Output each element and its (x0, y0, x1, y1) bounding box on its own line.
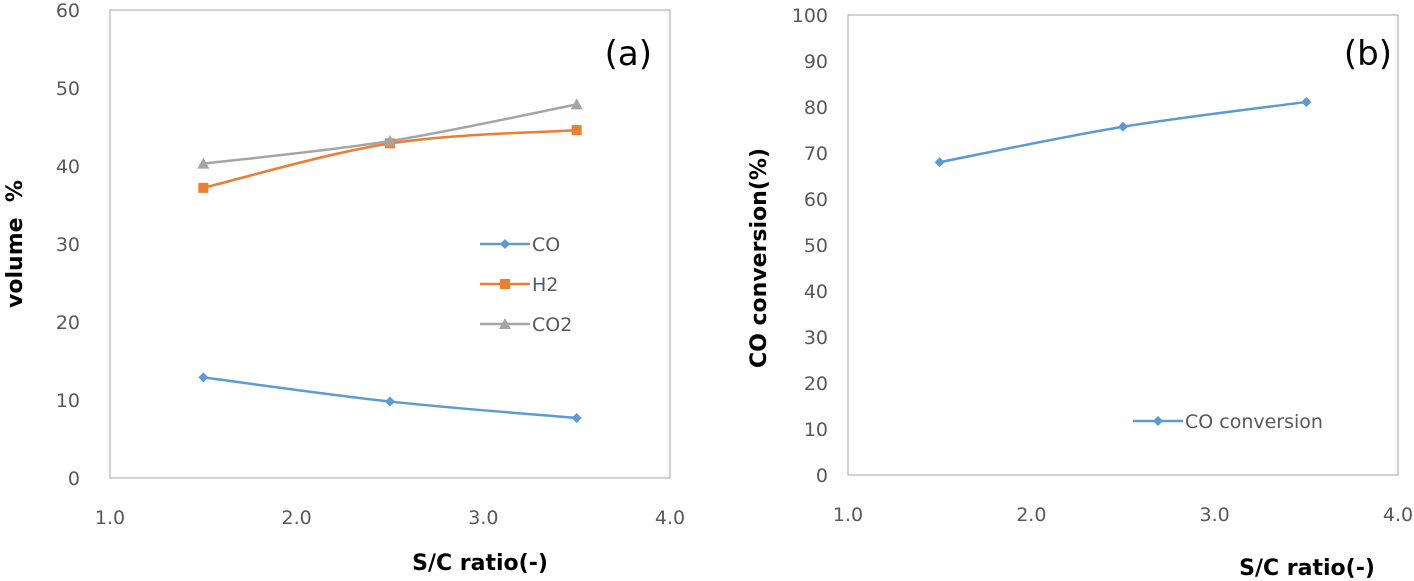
x-tick-label: 3.0 (468, 507, 498, 529)
chart-panel-a: 0 10 20 30 40 50 60 1.0 2.0 3.0 4.0 S/C ratio(-) vol… (3, 0, 685, 576)
data-point-marker (934, 157, 945, 168)
legend-label: CO conversion (1185, 411, 1323, 433)
data-point-marker (198, 182, 209, 193)
x-tick-label: 2.0 (282, 507, 312, 529)
y-tick-label: 100 (792, 5, 828, 27)
legend-entry: H2 (480, 274, 558, 296)
y-tick-label: 10 (804, 419, 828, 441)
x-tick-label: 3.0 (1200, 504, 1230, 526)
y-tick-label: 30 (804, 327, 828, 349)
data-point-marker (197, 157, 210, 169)
plot-area-border (847, 14, 1399, 476)
legend-label: H2 (532, 274, 558, 296)
panel-label: (b) (1344, 34, 1392, 74)
y-axis-title: CO conversion(%) (747, 148, 772, 368)
legend-label: CO2 (532, 314, 572, 336)
chart-panel-b: 0 10 20 30 40 50 60 70 80 90 100 1.0 2.0 3.0 4.0 S/C ra… (747, 5, 1413, 581)
data-point-marker (571, 412, 582, 423)
y-tick-label: 30 (56, 234, 80, 256)
legend-entry: CO2 (480, 314, 572, 336)
data-point-marker (1118, 121, 1128, 132)
legend-entry: CO conversion (1133, 411, 1323, 433)
x-tick-label: 1.0 (833, 504, 863, 526)
legend-label: CO (532, 234, 560, 256)
y-tick-label: 60 (56, 0, 80, 22)
y-tick-label: 10 (56, 390, 80, 412)
y-tick-label: 50 (56, 78, 80, 100)
x-tick-label: 2.0 (1016, 504, 1046, 526)
legend-entry: CO (480, 234, 560, 256)
y-tick-label: 80 (804, 97, 828, 119)
y-tick-label: 0 (816, 465, 828, 487)
series-co-conversion (934, 96, 1312, 168)
plot-area-border (109, 9, 671, 479)
series-line (939, 100, 1307, 164)
y-tick-label: 40 (804, 281, 828, 303)
y-tick-label: 0 (68, 468, 80, 490)
y-tick-label: 20 (56, 312, 80, 334)
data-point-marker (570, 98, 583, 110)
legend-marker (500, 279, 510, 289)
y-tick-label: 60 (804, 189, 828, 211)
series-co (198, 372, 582, 423)
series-line (203, 103, 577, 165)
series-co2 (197, 98, 583, 169)
data-point-marker (385, 396, 395, 407)
data-point-marker (571, 125, 582, 136)
x-tick-label: 4.0 (1383, 504, 1413, 526)
x-axis-title: S/C ratio(-) (412, 551, 548, 576)
data-point-marker (1301, 96, 1312, 107)
y-tick-label: 20 (804, 373, 828, 395)
legend-marker (1153, 416, 1163, 426)
y-axis-title: volume % (3, 180, 28, 308)
legend-marker (499, 318, 511, 329)
y-tick-label: 40 (56, 156, 80, 178)
panel-label: (a) (605, 34, 652, 74)
legend-marker (500, 239, 510, 249)
y-tick-label: 50 (804, 235, 828, 257)
data-point-marker (384, 135, 396, 147)
x-tick-label: 4.0 (655, 507, 685, 529)
y-tick-label: 90 (804, 51, 828, 73)
data-point-marker (198, 372, 209, 383)
x-tick-label: 1.0 (95, 507, 125, 529)
x-axis-title: S/C ratio(-) (1239, 556, 1375, 581)
y-tick-label: 70 (804, 143, 828, 165)
